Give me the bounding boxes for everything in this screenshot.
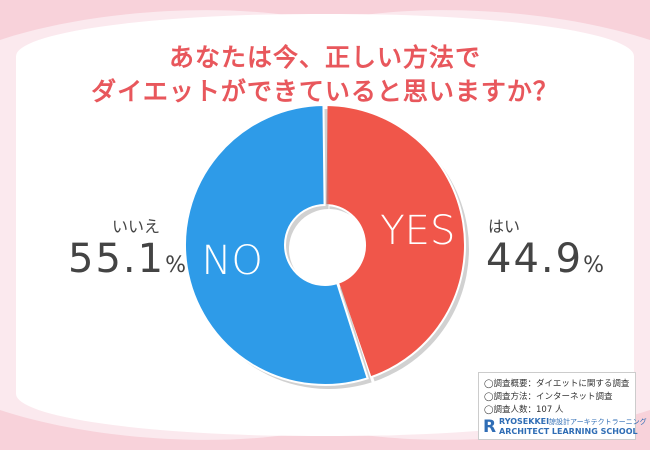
logo-line2: ARCHITECT LEARNING SCHOOL xyxy=(499,427,638,436)
yes-value: 44.9 xyxy=(486,236,584,282)
survey-count: ◯調査人数：107 人 xyxy=(484,405,564,415)
no-unit: % xyxy=(165,253,186,278)
slice-no xyxy=(184,103,369,386)
slice-label-no: NO xyxy=(202,238,263,284)
no-percentage: 55.1% xyxy=(68,236,186,282)
survey-summary: ◯調査概要：ダイエットに関する調査 xyxy=(484,379,630,389)
logo-mark-icon: R xyxy=(483,417,497,437)
yes-unit: % xyxy=(583,253,604,278)
chart-title-line2: ダイエットができていると思いますか？ xyxy=(91,77,559,106)
logo-line1-japanese: 諒設計アーキテクトラーニング xyxy=(549,418,647,426)
chart-title-line1: あなたは今、正しい方法で xyxy=(168,43,481,72)
slice-yes xyxy=(324,103,466,379)
slice-label-yes: YES xyxy=(380,208,455,254)
survey-info-box: ◯調査概要：ダイエットに関する調査 ◯調査方法：インターネット調査 ◯調査人数：… xyxy=(478,372,647,440)
yes-percentage: 44.9% xyxy=(486,236,604,282)
no-value: 55.1 xyxy=(68,236,166,282)
no-caption: いいえ xyxy=(112,217,161,236)
survey-method: ◯調査方法：インターネット調査 xyxy=(484,392,613,402)
school-logo: R RYOSEKKEI 諒設計アーキテクトラーニング ARCHITECT LEA… xyxy=(483,416,647,438)
yes-caption: はい xyxy=(488,217,521,236)
logo-line1: RYOSEKKEI xyxy=(499,417,550,426)
